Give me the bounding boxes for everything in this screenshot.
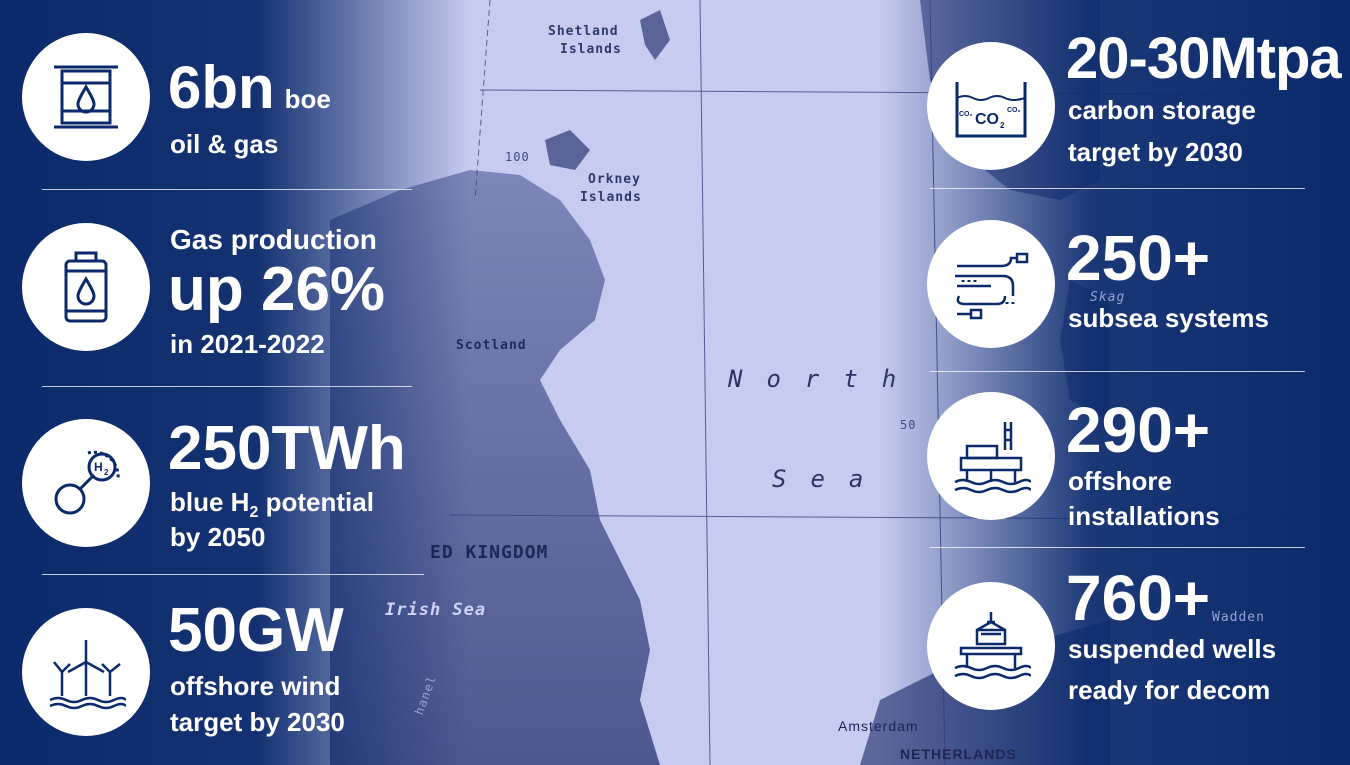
map-label-depth-100: 100 — [505, 150, 530, 164]
wind-turbines-icon — [22, 608, 150, 736]
stat-oil-gas-value: 6bn boe — [168, 54, 331, 121]
stat-hydrogen-caption: blue H2 potential — [170, 487, 374, 522]
stat-wind-value: 50GW — [168, 596, 344, 665]
stat-installations-value: 290+ — [1066, 394, 1211, 466]
gas-cylinder-icon — [22, 223, 150, 351]
subsea-cables-icon — [927, 220, 1055, 348]
stat-installations-caption: offshore — [1068, 466, 1172, 496]
svg-text:2: 2 — [1000, 121, 1005, 130]
divider — [42, 189, 412, 190]
stat-wells-value: 760+ — [1066, 562, 1211, 634]
map-label-skag: Skag — [1090, 290, 1126, 305]
stat-carbon-storage-caption-2: target by 2030 — [1068, 137, 1243, 167]
map-label-irish-sea: Irish Sea — [385, 600, 487, 620]
stat-hydrogen-caption-2: by 2050 — [170, 522, 266, 552]
stat-wind-caption-2: target by 2030 — [170, 707, 345, 737]
stat-carbon-storage-value: 20-30Mtpa — [1066, 26, 1342, 91]
oil-barrel-icon — [22, 33, 150, 161]
co2-storage-icon: CO₂ CO 2 CO₂ — [927, 42, 1055, 170]
decommission-crane-icon — [927, 582, 1055, 710]
divider — [42, 574, 424, 575]
map-label-united-kingdom: ED KINGDOM — [430, 542, 549, 563]
divider — [930, 188, 1305, 189]
map-label-shetland-2: Islands — [560, 42, 622, 57]
svg-text:CO₂: CO₂ — [1007, 107, 1021, 114]
stat-wells-caption: suspended wells — [1068, 634, 1277, 664]
stat-oil-gas-unit: boe — [284, 84, 331, 114]
map-label-depth-50: 50 — [900, 418, 917, 432]
stat-wind-caption: offshore wind — [170, 671, 341, 701]
stat-wells-caption-2: ready for decom — [1068, 675, 1271, 705]
hydrogen-molecule-icon: H 2 — [22, 419, 150, 547]
svg-text:H: H — [94, 460, 103, 474]
stat-subsea-value: 250+ — [1066, 222, 1211, 294]
stat-subsea-caption: subsea systems — [1068, 303, 1269, 333]
map-label-netherlands: NETHERLANDS — [900, 746, 1017, 762]
stat-carbon-storage-caption: carbon storage — [1068, 95, 1256, 125]
svg-text:CO₂: CO₂ — [959, 111, 973, 118]
map-label-sea: Sea — [772, 465, 888, 493]
map-label-orkney: Orkney — [588, 172, 641, 187]
map-label-shetland: Shetland — [548, 24, 619, 39]
stat-gas-production-lead: Gas production — [170, 224, 377, 255]
map-label-amsterdam: Amsterdam — [838, 718, 919, 734]
map-label-orkney-2: Islands — [580, 190, 642, 205]
stat-gas-production-value: up 26% — [168, 255, 386, 324]
svg-text:CO: CO — [975, 111, 999, 128]
map-label-north: North — [728, 365, 921, 393]
stat-hydrogen-value: 250TWh — [168, 414, 406, 483]
map-label-wadden: Wadden — [1212, 610, 1265, 625]
svg-text:2: 2 — [104, 468, 109, 477]
map-label-scotland: Scotland — [456, 338, 527, 353]
stat-gas-production-caption: in 2021-2022 — [170, 329, 325, 359]
offshore-platform-icon — [927, 392, 1055, 520]
divider — [930, 547, 1305, 548]
stat-installations-caption-2: installations — [1068, 501, 1220, 531]
divider — [930, 371, 1305, 372]
divider — [42, 386, 412, 387]
stat-oil-gas-caption: oil & gas — [170, 129, 279, 159]
